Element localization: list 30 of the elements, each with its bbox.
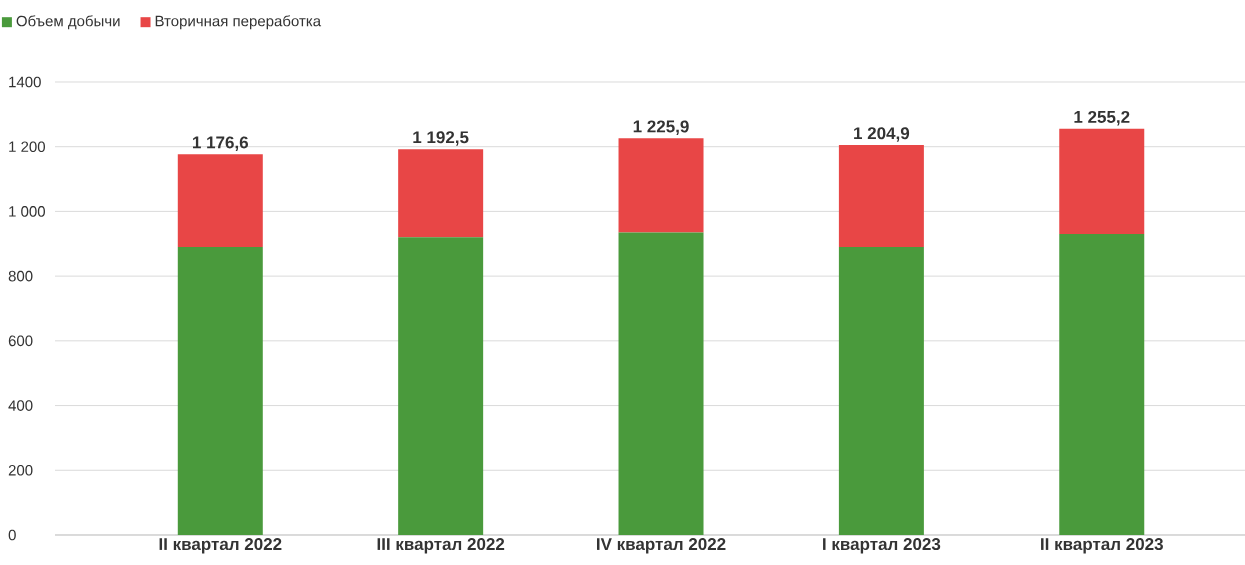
bar [177, 154, 263, 248]
bar [1059, 234, 1145, 535]
bar [177, 247, 263, 535]
total-label: 1 225,9 [633, 120, 689, 135]
bar [618, 138, 704, 233]
total-label: 1 192,5 [413, 131, 469, 146]
x-tick-label: IV квартал 2022 [597, 538, 726, 554]
bar [838, 145, 924, 248]
total-label: 1 176,6 [192, 136, 249, 151]
x-tick-label: III квартал 2022 [377, 538, 505, 554]
y-tick-label: 1 200 [9, 141, 45, 153]
y-tick-label: 1400 [9, 76, 41, 88]
y-tick-label: 600 [8, 335, 33, 347]
x-tick-label: I квартал 2023 [823, 538, 941, 554]
y-tick-label: 800 [8, 270, 33, 282]
legend-label: Вторичная переработка [155, 15, 322, 30]
y-tick-label: 0 [8, 529, 16, 541]
y-tick-label: 200 [8, 464, 33, 476]
x-tick-label: II квартал 2022 [159, 538, 282, 554]
y-tick-label: 1 000 [9, 206, 45, 217]
bar [1059, 128, 1145, 235]
y-tick-label: 400 [8, 400, 33, 411]
bar [618, 232, 704, 535]
x-tick-label: II квартал 2023 [1041, 538, 1163, 554]
bar [398, 237, 484, 535]
total-label: 1 255,2 [1074, 110, 1130, 126]
bar [398, 149, 484, 238]
legend-label: Объем добычи [16, 15, 120, 30]
bar [838, 247, 924, 535]
total-label: 1 204,9 [854, 127, 910, 142]
